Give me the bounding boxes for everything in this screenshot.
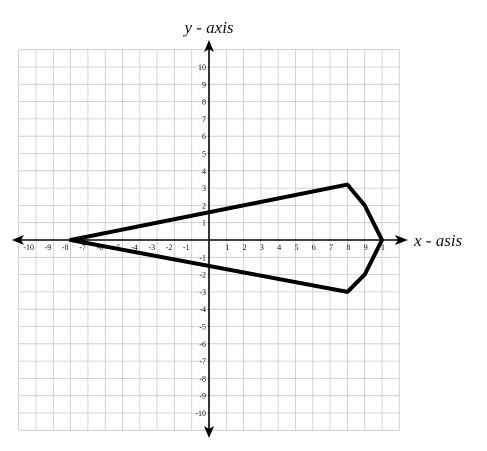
- y-tick-label: 1: [202, 219, 206, 228]
- y-tick-label: 7: [202, 115, 206, 124]
- x-tick-label: -10: [23, 243, 34, 252]
- y-tick-label: -1: [199, 253, 206, 262]
- x-tick-label: 5: [295, 243, 299, 252]
- axes: [12, 40, 408, 438]
- x-tick-label: 3: [260, 243, 264, 252]
- x-axis-arrow-left: [12, 235, 24, 245]
- y-tick-label: 8: [202, 98, 206, 107]
- y-tick-label: 10: [198, 63, 206, 72]
- y-tick-label: 2: [202, 201, 206, 210]
- x-axis-title: x - asis: [413, 231, 463, 250]
- x-tick-label: 1: [381, 243, 385, 252]
- y-axis-arrow-down: [204, 426, 214, 438]
- y-tick-label: 5: [202, 150, 206, 159]
- x-tick-label: -8: [62, 243, 69, 252]
- x-tick-label: -4: [131, 243, 138, 252]
- x-tick-label: -2: [166, 243, 173, 252]
- x-tick-label: -1: [183, 243, 190, 252]
- x-tick-label: 9: [364, 243, 368, 252]
- y-tick-label: -3: [199, 288, 206, 297]
- x-tick-label: 2: [243, 243, 247, 252]
- x-tick-label: -3: [148, 243, 155, 252]
- y-axis-arrow-up: [204, 40, 214, 52]
- x-tick-label: 7: [329, 243, 333, 252]
- y-tick-label: -6: [199, 340, 206, 349]
- x-tick-label: -9: [45, 243, 52, 252]
- y-tick-label: 9: [202, 80, 206, 89]
- y-tick-label: -10: [195, 409, 206, 418]
- x-tick-label: 8: [346, 243, 350, 252]
- y-axis-title: y - axis: [182, 18, 233, 37]
- y-tick-label: -5: [199, 323, 206, 332]
- y-tick-label: -7: [199, 357, 206, 366]
- x-tick-label: 4: [277, 243, 281, 252]
- y-tick-label: -8: [199, 374, 206, 383]
- y-tick-label: -9: [199, 392, 206, 401]
- x-tick-label: 1: [225, 243, 229, 252]
- y-tick-label: 6: [202, 132, 206, 141]
- y-tick-label: 3: [202, 184, 206, 193]
- y-tick-label: -2: [199, 271, 206, 280]
- x-axis-arrow-right: [395, 235, 408, 245]
- y-tick-label: 4: [202, 167, 206, 176]
- x-tick-label: -7: [79, 243, 86, 252]
- x-tick-label: 6: [312, 243, 316, 252]
- y-tick-label: -4: [199, 305, 206, 314]
- shape: [68, 182, 384, 294]
- shape-outline: [68, 182, 384, 294]
